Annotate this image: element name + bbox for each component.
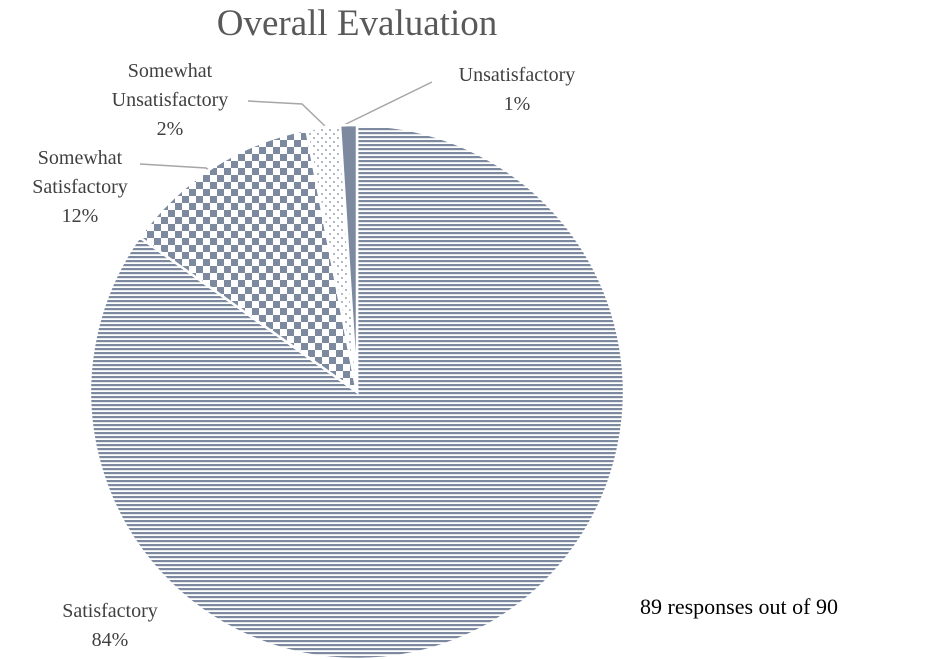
pie-slice <box>137 128 359 395</box>
label-category: Unsatisfactory <box>458 64 576 86</box>
label-value: 84% <box>91 629 129 651</box>
label-value: 2% <box>156 118 184 140</box>
leader-line <box>343 81 433 126</box>
data-label: Satisfactory 84% <box>30 597 190 655</box>
annotation: 89 responses out of 90 <box>640 594 838 619</box>
label-value: 12% <box>61 205 99 227</box>
pie-slice <box>338 123 359 393</box>
data-label: Somewhat Unsatisfactory 2% <box>95 57 245 144</box>
label-category: Somewhat Satisfactory <box>32 147 128 198</box>
label-category: Satisfactory <box>62 600 158 622</box>
data-label: Somewhat Satisfactory 12% <box>10 144 150 231</box>
chart-title: Overall Evaluation <box>216 3 498 44</box>
data-label: Unsatisfactory 1% <box>437 61 597 119</box>
label-value: 1% <box>503 93 531 115</box>
leader-line <box>247 100 327 128</box>
label-category: Somewhat Unsatisfactory <box>111 60 229 111</box>
